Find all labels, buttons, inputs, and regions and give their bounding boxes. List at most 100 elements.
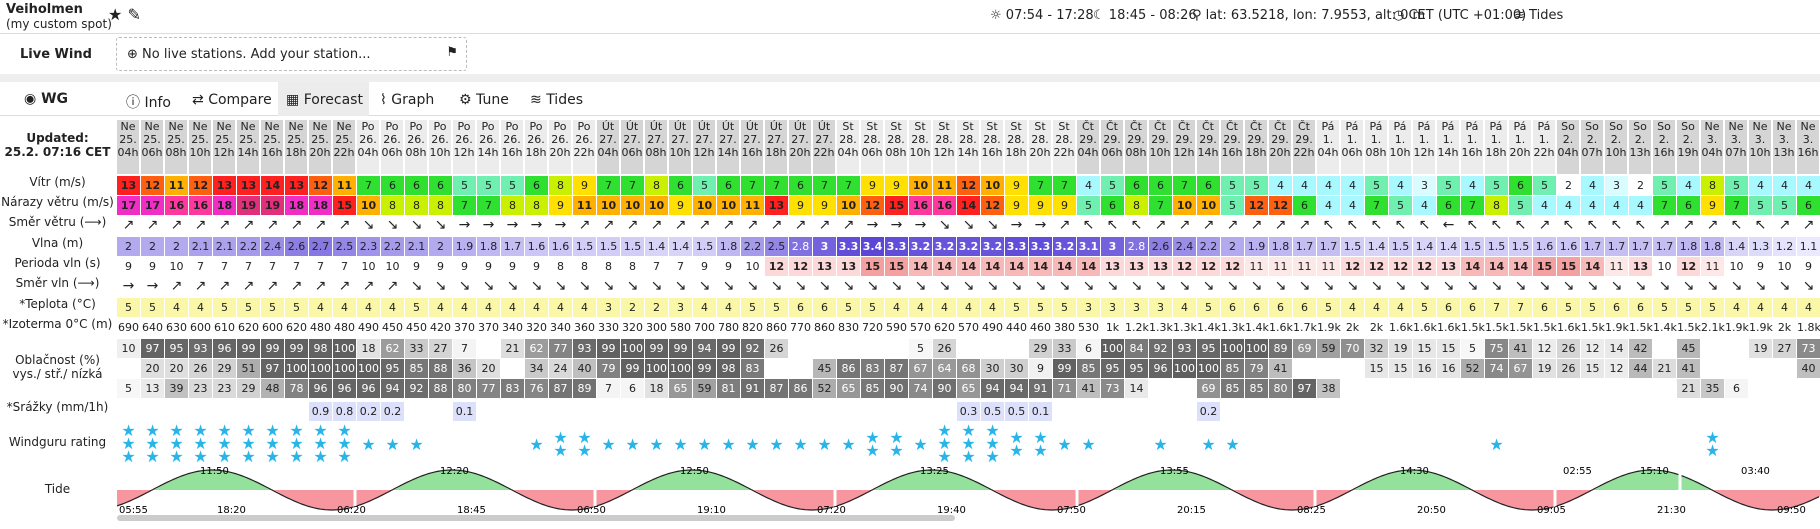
wave-cell: 2.2 bbox=[237, 237, 260, 256]
tab-forecast[interactable]: ▦ Forecast bbox=[278, 82, 369, 116]
horizontal-scrollbar[interactable] bbox=[117, 515, 955, 521]
hour-header: Po 26. 04h bbox=[357, 120, 380, 174]
period-cell: 9 bbox=[117, 257, 140, 276]
header-day: Čt bbox=[1202, 120, 1214, 133]
wave-cell: 2.1 bbox=[405, 237, 428, 256]
cloud-hi-cell: 26 bbox=[765, 339, 788, 358]
wave-cell: 1.8 bbox=[1701, 237, 1724, 256]
header-hour: 18h bbox=[1005, 146, 1027, 159]
tide-fill bbox=[1415, 470, 1417, 490]
header-date: 27. bbox=[599, 133, 617, 146]
wind-dir-cell: ↖ bbox=[1370, 217, 1383, 233]
header-hour: 12h bbox=[453, 146, 475, 159]
rating-star-icon: ★ bbox=[985, 421, 1000, 440]
timezone-button[interactable]: ◷ CET (UTC +01:00) bbox=[1393, 8, 1526, 23]
tide-fill bbox=[565, 490, 567, 510]
tide-fill bbox=[199, 471, 201, 490]
tide-fill bbox=[291, 490, 293, 500]
tide-fill bbox=[1045, 490, 1047, 510]
edit-pencil-icon[interactable]: ✎ bbox=[127, 5, 141, 24]
rating-star-icon: ★ bbox=[577, 441, 592, 460]
wind-dir-label: Směr větru (⟶) bbox=[8, 215, 107, 229]
tide-fill bbox=[1125, 483, 1127, 490]
tide-fill bbox=[1015, 490, 1017, 502]
tide-fill bbox=[917, 471, 919, 490]
wind-dir-cell: ↗ bbox=[602, 217, 615, 233]
wave-dir-cell: ↘ bbox=[890, 278, 903, 294]
tide-fill bbox=[811, 490, 813, 510]
iso-cell: 1.6k bbox=[1557, 321, 1581, 334]
tab-graph[interactable]: ⌇ Graph bbox=[372, 82, 442, 116]
cloud-lo-cell bbox=[1365, 379, 1388, 398]
header-hour: 10h bbox=[1749, 146, 1771, 159]
tide-fill bbox=[301, 490, 303, 504]
tide-fill bbox=[1517, 490, 1519, 509]
gusts-cell: 7 bbox=[1653, 196, 1676, 215]
wind-cell: 2 bbox=[1557, 176, 1580, 195]
rating-star-icon: ★ bbox=[1033, 441, 1048, 460]
tide-fill bbox=[1609, 481, 1611, 490]
wave-dir-cell: ↘ bbox=[1106, 278, 1119, 294]
cloud-hi-cell: 27 bbox=[1773, 339, 1796, 358]
cloud-hi-cell bbox=[1701, 339, 1724, 358]
temp-cell: 4 bbox=[1389, 298, 1412, 317]
tide-fill bbox=[1603, 484, 1605, 490]
cloud-hi-cell: 45 bbox=[1677, 339, 1700, 358]
iso-cell: 2k bbox=[1777, 321, 1792, 334]
iso-cell: 1.5k bbox=[1533, 321, 1557, 334]
tide-fill bbox=[449, 470, 451, 490]
tide-fill bbox=[577, 490, 579, 510]
tide-fill bbox=[915, 471, 917, 490]
cloud-lo-cell: 94 bbox=[1005, 379, 1028, 398]
wave-dir-cell: ↘ bbox=[1322, 278, 1335, 294]
tide-fill bbox=[669, 473, 671, 490]
tide-line bbox=[116, 469, 1820, 511]
rain-cell bbox=[165, 402, 188, 421]
wave-dir-cell: ↘ bbox=[1154, 278, 1167, 294]
tide-fill bbox=[1675, 473, 1677, 490]
tide-fill bbox=[1027, 490, 1029, 506]
iso-cell: 600 bbox=[190, 321, 211, 334]
tide-fill bbox=[647, 482, 649, 490]
wind-dir-cell: ↗ bbox=[1274, 217, 1287, 233]
header-day: Út bbox=[817, 120, 831, 133]
iso-cell: 1.6k bbox=[1389, 321, 1413, 334]
cloud-hi-cell bbox=[1725, 339, 1748, 358]
gusts-cell: 16 bbox=[165, 196, 188, 215]
hour-header: Po 26. 08h bbox=[405, 120, 428, 174]
header-date: 26. bbox=[503, 133, 521, 146]
cloud-lo-cell: 73 bbox=[1101, 379, 1124, 398]
tide-fill bbox=[619, 490, 621, 497]
hour-header: So 2. 16h bbox=[1653, 120, 1676, 174]
tide-fill bbox=[1053, 490, 1055, 510]
wind-cell: 10 bbox=[981, 176, 1004, 195]
tide-fill bbox=[1785, 490, 1787, 509]
rain-cell bbox=[1341, 402, 1364, 421]
tide-fill bbox=[757, 490, 759, 493]
wave-label: Vlna (m) bbox=[31, 236, 84, 250]
rating-star-icon: ★ bbox=[217, 421, 232, 440]
tide-fill bbox=[1093, 490, 1095, 500]
tide-fill bbox=[1037, 490, 1039, 509]
favorite-star-icon[interactable]: ★ bbox=[108, 5, 123, 24]
tide-fill bbox=[1205, 477, 1207, 490]
tides-link[interactable]: ≋ Tides bbox=[1514, 8, 1563, 23]
tab-tides[interactable]: ≋ Tides bbox=[522, 82, 591, 116]
tab-tune[interactable]: ⚙ Tune bbox=[451, 82, 517, 116]
header-date: 26. bbox=[575, 133, 593, 146]
tide-fill bbox=[1797, 490, 1799, 506]
tide-curve-svg: 11:50 12:20 12:50 13:25 13:55 14:30 15:1005:55… bbox=[116, 465, 1820, 516]
tide-fill bbox=[333, 490, 335, 510]
wind-cell: 4 bbox=[1749, 176, 1772, 195]
tab-info[interactable]: ⓘ Info bbox=[118, 82, 179, 116]
iso-cell: 1.9k bbox=[1725, 321, 1749, 334]
wind-dir-cell: → bbox=[1010, 217, 1023, 233]
tab-compare-label: Compare bbox=[208, 92, 272, 108]
tab-compare[interactable]: ⇄ Compare bbox=[184, 82, 280, 116]
gusts-cell: 4 bbox=[1605, 196, 1628, 215]
tide-fill bbox=[1481, 490, 1483, 495]
tide-fill bbox=[429, 473, 431, 490]
hour-header: Po 26. 20h bbox=[549, 120, 572, 174]
add-station-box[interactable]: ⊕ No live stations. Add your station... ⚑ bbox=[116, 37, 467, 71]
period-cell: 9 bbox=[525, 257, 548, 276]
